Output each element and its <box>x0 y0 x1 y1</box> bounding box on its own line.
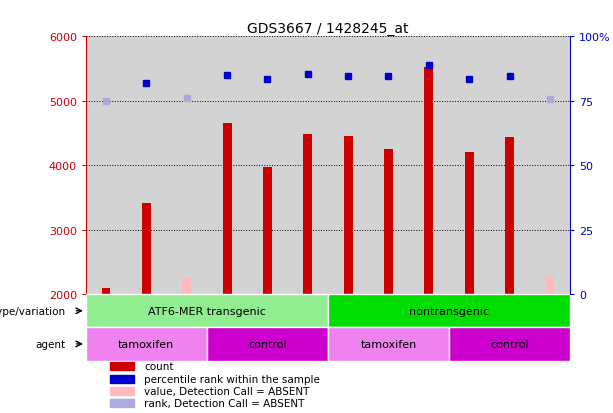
Text: control: control <box>490 339 529 349</box>
Bar <box>489 37 530 294</box>
Title: GDS3667 / 1428245_at: GDS3667 / 1428245_at <box>247 22 409 36</box>
Bar <box>86 37 126 294</box>
Text: value, Detection Call = ABSENT: value, Detection Call = ABSENT <box>144 386 310 396</box>
Bar <box>465 153 474 294</box>
Bar <box>102 288 110 294</box>
Text: nontransgenic: nontransgenic <box>409 306 489 316</box>
Bar <box>530 37 570 294</box>
Bar <box>167 37 207 294</box>
Text: agent: agent <box>36 339 66 349</box>
Text: control: control <box>248 339 287 349</box>
Bar <box>409 37 449 294</box>
Bar <box>110 375 134 383</box>
Text: percentile rank within the sample: percentile rank within the sample <box>144 374 320 384</box>
Bar <box>449 37 489 294</box>
Text: count: count <box>144 361 173 371</box>
Bar <box>328 37 368 294</box>
Bar <box>505 138 514 294</box>
Bar <box>86 328 207 361</box>
Bar <box>328 294 570 328</box>
Bar <box>449 328 570 361</box>
Text: ATF6-MER transgenic: ATF6-MER transgenic <box>148 306 266 316</box>
Text: genotype/variation: genotype/variation <box>0 306 66 316</box>
Bar <box>110 362 134 370</box>
Text: tamoxifen: tamoxifen <box>360 339 417 349</box>
Bar <box>368 37 409 294</box>
Bar <box>344 137 352 294</box>
Bar <box>207 328 328 361</box>
Text: rank, Detection Call = ABSENT: rank, Detection Call = ABSENT <box>144 399 304 408</box>
Bar <box>110 399 134 407</box>
Bar <box>86 294 328 328</box>
Text: tamoxifen: tamoxifen <box>118 339 175 349</box>
Bar <box>247 37 287 294</box>
Bar <box>287 37 328 294</box>
Bar <box>223 124 232 294</box>
Bar <box>110 387 134 395</box>
Bar <box>142 203 151 294</box>
Bar <box>126 37 167 294</box>
Bar <box>207 37 247 294</box>
Bar <box>182 278 191 294</box>
Bar <box>424 68 433 294</box>
Bar <box>263 167 272 294</box>
Bar <box>303 135 312 294</box>
Bar <box>384 150 393 294</box>
Bar <box>328 328 449 361</box>
Bar <box>546 276 554 294</box>
